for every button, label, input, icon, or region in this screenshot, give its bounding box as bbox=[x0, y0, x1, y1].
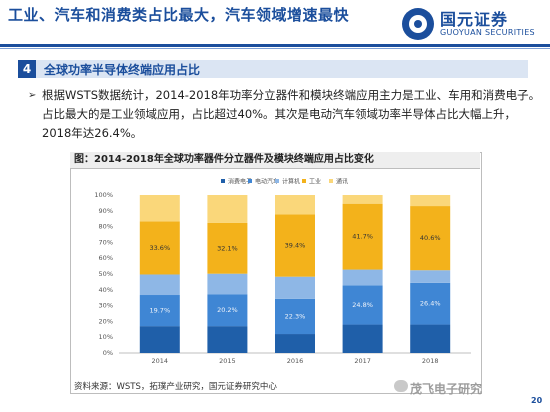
bar-segment bbox=[342, 269, 383, 286]
bar-segment bbox=[139, 326, 180, 353]
body-line-3: 2018年达26.4%。 bbox=[42, 126, 143, 140]
page-number: 20 bbox=[531, 396, 543, 405]
y-tick-label: 40% bbox=[99, 286, 113, 294]
section-header: 4 全球功率半导体终端应用占比 bbox=[18, 60, 528, 78]
legend-label-1: 电动汽车 bbox=[255, 178, 279, 186]
logo-en-text: GUOYUAN SECURITIES bbox=[440, 28, 535, 37]
y-tick-label: 70% bbox=[99, 238, 113, 246]
bar-segment bbox=[275, 298, 315, 335]
bar-segment bbox=[410, 324, 451, 353]
x-tick-label: 2016 bbox=[287, 357, 304, 365]
bar-segment bbox=[139, 195, 180, 222]
y-tick-label: 100% bbox=[94, 191, 113, 199]
section-number: 4 bbox=[18, 60, 36, 78]
legend-swatch-3 bbox=[302, 179, 306, 183]
bar-segment bbox=[139, 295, 180, 327]
y-tick-label: 0% bbox=[103, 349, 113, 357]
page-title: 工业、汽车和消费类占比最大，汽车领域增速最快 bbox=[8, 6, 350, 24]
logo-cn-text: 国元证券 bbox=[440, 10, 509, 29]
legend-swatch-2 bbox=[275, 179, 279, 183]
bar-segment bbox=[342, 285, 383, 325]
stacked-bar-chart: 消费电子 电动汽车 计算机 工业 通讯 0% 10% 20% 30% 40% 50% 60% 70% 80… bbox=[94, 178, 471, 365]
x-tick-label: 2017 bbox=[354, 357, 371, 365]
bar-segment bbox=[207, 195, 248, 223]
data-label: 20.2% bbox=[217, 306, 238, 314]
bar-segment bbox=[207, 222, 248, 274]
bar-segment bbox=[342, 203, 383, 270]
data-label: 33.6% bbox=[149, 244, 170, 252]
y-tick-label: 90% bbox=[99, 207, 113, 215]
bar-segment bbox=[342, 324, 383, 353]
y-tick-label: 50% bbox=[99, 270, 113, 278]
y-tick-label: 30% bbox=[99, 302, 113, 310]
x-tick-label: 2015 bbox=[219, 357, 236, 365]
logo-icon bbox=[402, 8, 434, 40]
bar-segment bbox=[207, 326, 248, 353]
bar-segment bbox=[275, 334, 315, 353]
legend-swatch-4 bbox=[329, 179, 333, 183]
body-bullet: ➢ 根据WSTS数据统计，2014-2018年功率分立器件和模块终端应用主力是工… bbox=[28, 86, 541, 143]
y-tick-label: 20% bbox=[99, 317, 113, 325]
wechat-icon bbox=[394, 380, 408, 392]
bar-segment bbox=[139, 221, 180, 275]
bar-segment bbox=[139, 274, 180, 296]
data-label: 32.1% bbox=[217, 244, 238, 252]
source-note: 资料来源：WSTS，拓璞产业研究，国元证券研究中心 bbox=[74, 382, 277, 392]
legend-swatch-1 bbox=[248, 179, 252, 183]
watermark-text: 茂飞电子研究 bbox=[410, 382, 483, 396]
legend-label-0: 消费电子 bbox=[228, 178, 252, 186]
data-label: 39.4% bbox=[285, 242, 306, 250]
legend-swatch-0 bbox=[221, 179, 225, 183]
figure-caption: 图：2014-2018年全球功率器件分立器件及模块终端应用占比变化 bbox=[70, 152, 480, 169]
data-label: 24.8% bbox=[352, 301, 373, 309]
header-rule bbox=[0, 44, 550, 47]
legend-label-3: 工业 bbox=[309, 178, 321, 186]
bar-segment bbox=[410, 282, 451, 325]
legend-label-4: 通讯 bbox=[336, 178, 348, 186]
legend-label-2: 计算机 bbox=[282, 178, 300, 186]
bar-segment bbox=[410, 270, 451, 283]
y-tick-label: 60% bbox=[99, 254, 113, 262]
bar-segment bbox=[410, 206, 451, 271]
data-label: 19.7% bbox=[149, 307, 170, 315]
data-label: 22.3% bbox=[285, 312, 306, 320]
data-label: 41.7% bbox=[352, 233, 373, 241]
x-tick-label: 2014 bbox=[152, 357, 169, 365]
bar-segment bbox=[275, 276, 315, 299]
data-label: 40.6% bbox=[420, 234, 441, 242]
body-line-1: 根据WSTS数据统计，2014-2018年功率分立器件和模块终端应用主力是工业、… bbox=[42, 88, 541, 102]
bar-segment bbox=[275, 214, 315, 277]
section-label: 全球功率半导体终端应用占比 bbox=[44, 63, 201, 77]
bar-segment bbox=[207, 294, 248, 327]
header-rule-thin bbox=[0, 48, 550, 49]
y-tick-label: 80% bbox=[99, 223, 113, 231]
data-label: 26.4% bbox=[420, 300, 441, 308]
y-tick-label: 10% bbox=[99, 333, 113, 341]
bullet-arrow-icon: ➢ bbox=[28, 90, 37, 101]
bar-segment bbox=[207, 273, 248, 295]
bar-segment bbox=[275, 195, 315, 215]
body-line-2: 占比最大的是工业领域应用，占比超过40%。其次是电动汽车领域功率半导体占比大幅上… bbox=[42, 107, 517, 121]
bar-segment bbox=[342, 195, 383, 204]
bar-segment bbox=[410, 195, 451, 207]
x-tick-label: 2018 bbox=[422, 357, 439, 365]
brand-logo: 国元证券 GUOYUAN SECURITIES bbox=[400, 2, 548, 46]
